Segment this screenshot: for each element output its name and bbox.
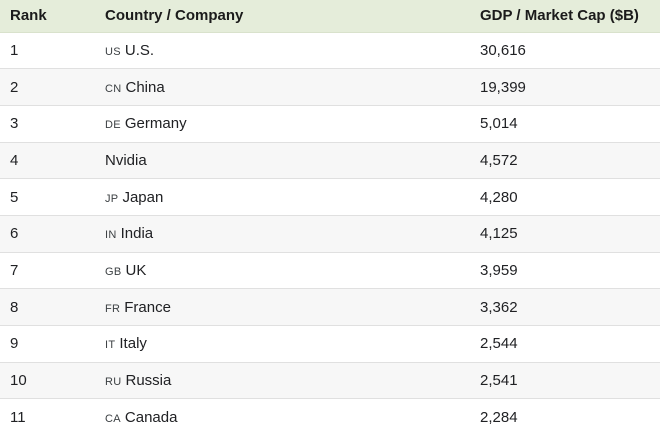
country-cell: CA Canada bbox=[95, 398, 470, 436]
country-name: U.S. bbox=[124, 41, 155, 59]
value-cell: 3,959 bbox=[470, 251, 660, 289]
country-code-label: IN bbox=[105, 229, 117, 242]
country-name: Russia bbox=[125, 372, 172, 390]
country-cell: FR France bbox=[95, 288, 470, 326]
country-name: China bbox=[125, 78, 165, 96]
table-row: 11 CA Canada 2,284 bbox=[0, 398, 660, 436]
value-cell: 2,284 bbox=[470, 398, 660, 436]
header-gdp-market-cap: GDP / Market Cap ($B) bbox=[470, 0, 660, 33]
rank-cell: 9 bbox=[0, 325, 95, 363]
rank-cell: 3 bbox=[0, 104, 95, 143]
value-cell: 4,572 bbox=[470, 141, 660, 179]
value-cell: 5,014 bbox=[470, 104, 660, 143]
rank-cell: 10 bbox=[0, 361, 95, 399]
country-name: Italy bbox=[119, 335, 147, 353]
table-body: 1 US U.S. 30,616 2 CN China 19,399 3 DE Ger… bbox=[0, 32, 660, 436]
value-cell: 19,399 bbox=[470, 68, 660, 106]
table-row: 7 GB UK 3,959 bbox=[0, 251, 660, 289]
header-country-company: Country / Company bbox=[95, 0, 470, 33]
country-code-label: IT bbox=[105, 339, 116, 352]
rank-cell: 5 bbox=[0, 178, 95, 216]
table-row: 3 DE Germany 5,014 bbox=[0, 104, 660, 143]
country-cell: DE Germany bbox=[95, 104, 470, 143]
country-code-label: JP bbox=[105, 192, 119, 205]
country-name: Nvidia bbox=[105, 151, 147, 169]
value-cell: 30,616 bbox=[480, 41, 526, 59]
country-code-label: US bbox=[105, 45, 121, 58]
country-name: France bbox=[124, 298, 171, 316]
country-name: India bbox=[120, 225, 154, 243]
table-row: 4 Nvidia 4,572 bbox=[0, 141, 660, 179]
country-name: Japan bbox=[122, 188, 164, 206]
table-row: 8 FR France 3,362 bbox=[0, 288, 660, 326]
country-cell: GB UK bbox=[95, 251, 470, 289]
table-header: Rank Country / Company GDP / Market Cap … bbox=[0, 0, 660, 33]
country-code-label: GB bbox=[105, 265, 122, 278]
country-cell: Nvidia bbox=[95, 141, 470, 179]
table-row: 2 CN China 19,399 bbox=[0, 68, 660, 106]
value-cell: 4,280 bbox=[470, 178, 660, 216]
country-cell: JP Japan bbox=[95, 178, 470, 216]
country-cell: IT Italy bbox=[95, 325, 470, 363]
country-name: Germany bbox=[124, 115, 187, 133]
rank-cell: 4 bbox=[0, 141, 95, 179]
value-cell: 2,541 bbox=[470, 361, 660, 399]
table-row: 1 US U.S. 30,616 bbox=[0, 32, 660, 69]
country-cell: IN India bbox=[95, 214, 470, 253]
table-row: 10 RU Russia 2,541 bbox=[0, 361, 660, 399]
rank-cell: 6 bbox=[0, 214, 95, 253]
value-cell: 4,125 bbox=[470, 214, 660, 253]
header-rank: Rank bbox=[0, 0, 95, 33]
country-cell: RU Russia bbox=[95, 361, 470, 399]
table-row: 9 IT Italy 2,544 bbox=[0, 325, 660, 363]
rank-cell: 2 bbox=[0, 68, 95, 106]
country-code-label: DE bbox=[105, 119, 121, 132]
rank-cell: 1 bbox=[10, 41, 19, 59]
header-row: Rank Country / Company GDP / Market Cap … bbox=[0, 0, 660, 33]
country-name: Canada bbox=[124, 408, 178, 426]
rank-cell: 11 bbox=[0, 398, 95, 436]
country-cell: US U.S. bbox=[95, 32, 470, 69]
rank-cell: 8 bbox=[0, 288, 95, 326]
country-code-label: CN bbox=[105, 82, 122, 95]
country-name: UK bbox=[125, 261, 147, 279]
table-row: 5 JP Japan 4,280 bbox=[0, 178, 660, 216]
value-cell: 2,544 bbox=[470, 325, 660, 363]
country-code-label: FR bbox=[105, 302, 121, 315]
value-cell: 3,362 bbox=[470, 288, 660, 326]
country-cell: CN China bbox=[95, 68, 470, 106]
country-code-label: RU bbox=[105, 376, 122, 389]
table-row: 6 IN India 4,125 bbox=[0, 214, 660, 253]
country-code-label: CA bbox=[105, 412, 121, 425]
rank-cell: 7 bbox=[0, 251, 95, 289]
